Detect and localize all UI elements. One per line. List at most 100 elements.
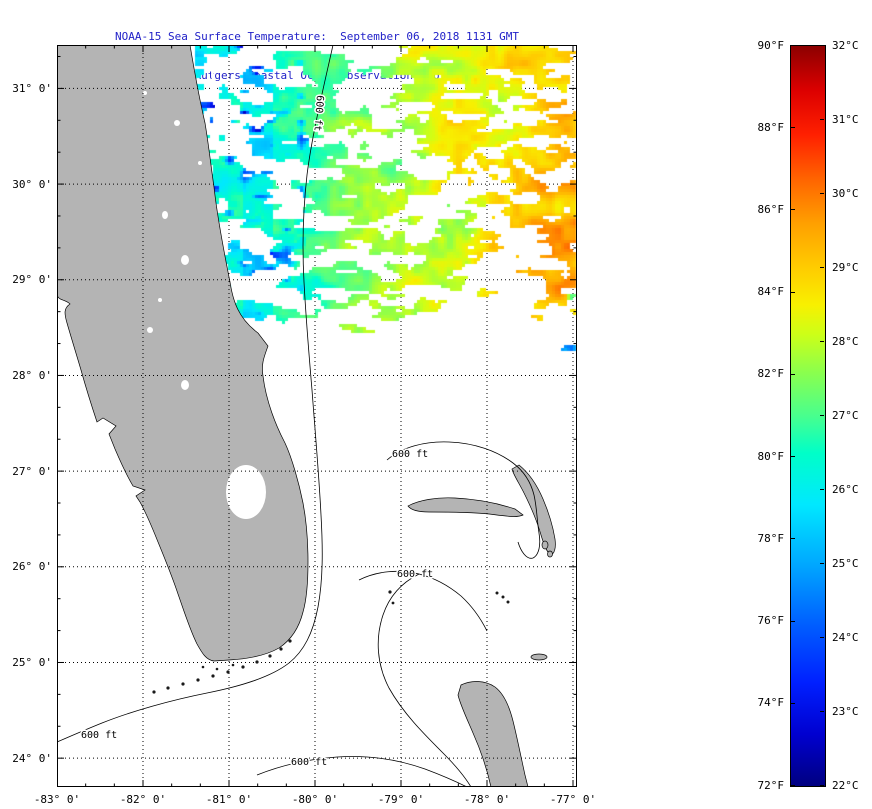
lat-tick-label: 28° 0' [12, 368, 52, 382]
colorbar-tick [791, 702, 795, 704]
lon-tick-label: -79° 0' [377, 793, 425, 806]
lake [198, 161, 202, 165]
colorbar-tick [820, 341, 824, 342]
lon-tick-label: -78° 0' [463, 793, 511, 806]
colorbar-tick [820, 45, 824, 46]
colorbar-celsius-label: 28°C [832, 334, 859, 348]
bimini-island [388, 590, 392, 594]
depth-contour [57, 45, 334, 743]
colorbar-tick [820, 119, 824, 120]
map-plot: 600 ft 600 ft 600 ft 600 ft 600 ft [57, 45, 577, 787]
colorbar-celsius-label: 31°C [832, 112, 859, 126]
colorbar-tick [791, 538, 795, 540]
colorbar-celsius-label: 30°C [832, 186, 859, 200]
lake [143, 91, 147, 95]
colorbar-fahrenheit-label: 88°F [757, 120, 785, 134]
lon-tick-label: -83° 0' [33, 793, 81, 806]
land-layer: 600 ft 600 ft 600 ft 600 ft 600 ft [57, 45, 577, 787]
colorbar-fahrenheit-label: 76°F [757, 614, 785, 628]
bimini-island [391, 601, 395, 605]
colorbar-tick [820, 267, 824, 268]
lat-tick-label: 26° 0' [12, 560, 52, 574]
depth-contour [358, 570, 488, 632]
colorbar-gradient [790, 45, 826, 787]
lake [147, 327, 153, 333]
colorbar-celsius-label: 23°C [832, 704, 859, 718]
lat-tick-label: 30° 0' [12, 177, 52, 191]
bahama-cay [547, 550, 553, 558]
colorbar-celsius-label: 32°C [832, 38, 859, 52]
st-johns-river [211, 72, 218, 138]
contour-label: 600 ft [311, 95, 324, 132]
lake-okeechobee [226, 465, 266, 519]
colorbar-celsius-label: 26°C [832, 482, 859, 496]
colorbar-fahrenheit-label: 80°F [757, 449, 785, 463]
colorbar-tick [820, 711, 824, 712]
colorbar-fahrenheit-label: 72°F [757, 778, 785, 792]
colorbar-tick [791, 373, 795, 375]
landmasses [57, 45, 556, 787]
lake [174, 120, 180, 126]
new-providence-island [530, 653, 548, 661]
lake [181, 380, 189, 390]
colorbar-celsius-label: 27°C [832, 408, 859, 422]
colorbar-fahrenheit-label: 84°F [757, 285, 785, 299]
contour-labels: 600 ft 600 ft 600 ft 600 ft 600 ft [80, 93, 435, 769]
contour-label: 600 ft [392, 449, 428, 460]
depth-contours [57, 45, 541, 787]
colorbar-fahrenheit-label: 82°F [757, 367, 785, 381]
colorbar-celsius-label: 29°C [832, 260, 859, 274]
lat-tick-label: 27° 0' [12, 464, 52, 478]
colorbar-tick [791, 209, 795, 211]
map-frame [57, 45, 577, 787]
colorbar-tick [791, 127, 795, 129]
colorbar-tick [820, 637, 824, 638]
colorbar-tick [791, 620, 795, 622]
colorbar-celsius-label: 25°C [832, 556, 859, 570]
lon-tick-label: -82° 0' [119, 793, 167, 806]
abaco-island [511, 464, 556, 556]
contour-label: 600 ft [81, 730, 117, 741]
colorbar-fahrenheit-label: 86°F [757, 202, 785, 216]
depth-contour [386, 441, 541, 559]
depth-contour [377, 573, 472, 787]
lake [181, 255, 189, 265]
colorbar-fahrenheit-label: 74°F [757, 696, 785, 710]
lon-tick-label: -81° 0' [205, 793, 253, 806]
andros-island [457, 680, 529, 787]
colorbar-tick [820, 563, 824, 564]
colorbar-fahrenheit-label: 78°F [757, 531, 785, 545]
colorbar-tick [820, 785, 824, 786]
lat-tick-label: 29° 0' [12, 273, 52, 287]
lake [162, 211, 168, 219]
berry-island [501, 595, 505, 599]
bahama-cay [541, 540, 549, 550]
colorbar-tick [791, 456, 795, 458]
colorbar-celsius-label: 22°C [832, 778, 859, 792]
berry-island [506, 600, 510, 604]
colorbar-tick [820, 193, 824, 194]
lat-tick-label: 24° 0' [12, 751, 52, 765]
contour-label: 600 ft [291, 757, 327, 768]
colorbar-tick [820, 489, 824, 490]
inland-lakes [143, 72, 266, 519]
colorbar-fahrenheit-label: 90°F [757, 38, 785, 52]
depth-contour [256, 756, 468, 787]
colorbar-celsius-label: 24°C [832, 630, 859, 644]
lon-tick-label: -77° 0' [549, 793, 597, 806]
contour-label: 600 ft [397, 569, 433, 580]
lat-tick-label: 25° 0' [12, 655, 52, 669]
lat-tick-label: 31° 0' [12, 81, 52, 95]
colorbar-tick [791, 291, 795, 293]
florida-landmass [57, 45, 309, 662]
grand-bahama-island [407, 497, 524, 518]
lon-tick-label: -80° 0' [291, 793, 339, 806]
colorbar-tick [791, 785, 795, 786]
map-title: NOAA-15 Sea Surface Temperature: Septemb… [115, 30, 519, 43]
berry-island [495, 591, 499, 595]
lake [158, 298, 162, 302]
colorbar-tick [820, 415, 824, 416]
colorbar-tick [791, 45, 795, 46]
florida-keys [152, 590, 510, 694]
